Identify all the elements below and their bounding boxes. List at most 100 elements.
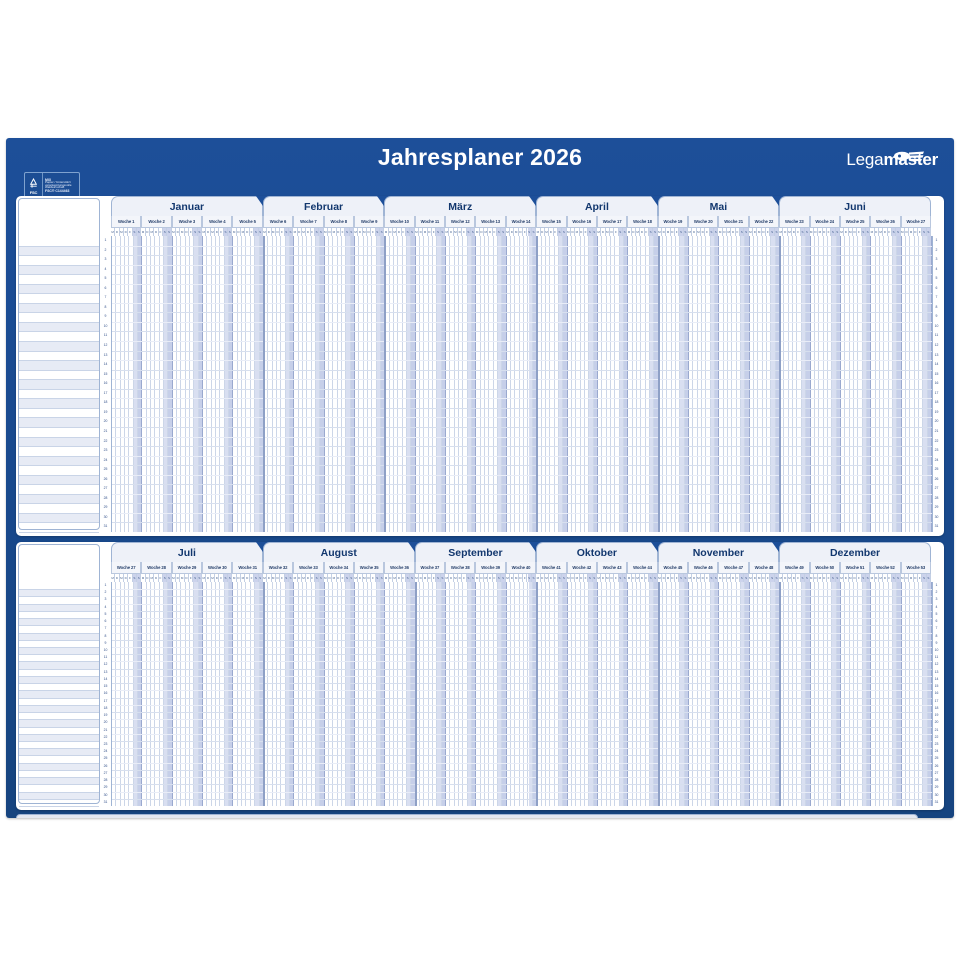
- day-column[interactable]: [164, 582, 169, 806]
- day-column[interactable]: [919, 582, 924, 806]
- day-column[interactable]: [854, 236, 859, 532]
- name-row[interactable]: [19, 705, 99, 714]
- name-row[interactable]: [19, 728, 99, 735]
- day-column[interactable]: [684, 236, 690, 532]
- day-column[interactable]: [207, 236, 212, 532]
- day-column[interactable]: [125, 236, 130, 532]
- day-column[interactable]: [537, 582, 542, 806]
- day-column[interactable]: [784, 582, 789, 806]
- day-column[interactable]: [364, 582, 368, 806]
- day-column[interactable]: [702, 582, 707, 806]
- name-row[interactable]: [19, 303, 99, 314]
- name-row[interactable]: [19, 662, 99, 670]
- day-column[interactable]: [854, 582, 859, 806]
- day-column[interactable]: [212, 236, 217, 532]
- day-column[interactable]: [824, 236, 828, 532]
- name-row[interactable]: [19, 361, 99, 371]
- day-column[interactable]: [524, 236, 529, 532]
- day-column[interactable]: [403, 582, 408, 806]
- day-column[interactable]: [476, 582, 481, 806]
- name-row[interactable]: [19, 800, 99, 807]
- week-header-cell[interactable]: Woche 13: [475, 216, 506, 228]
- day-column[interactable]: [611, 582, 616, 806]
- day-column[interactable]: [116, 236, 121, 532]
- day-column[interactable]: [515, 236, 520, 532]
- day-column[interactable]: [437, 236, 442, 532]
- day-column[interactable]: [277, 582, 282, 806]
- name-row[interactable]: [19, 648, 99, 656]
- day-column[interactable]: [194, 236, 199, 532]
- day-column[interactable]: [320, 236, 325, 532]
- day-column[interactable]: [789, 582, 794, 806]
- day-column[interactable]: [520, 582, 525, 806]
- week-header-cell[interactable]: Woche 15: [536, 216, 567, 228]
- day-column[interactable]: [160, 236, 165, 532]
- week-header-cell[interactable]: Woche 17: [596, 216, 628, 228]
- day-column[interactable]: [724, 236, 729, 532]
- day-column[interactable]: [550, 236, 555, 532]
- month-tab-februar[interactable]: Februar: [262, 196, 385, 216]
- day-column[interactable]: [303, 236, 308, 532]
- day-column[interactable]: [246, 582, 251, 806]
- week-header-cell[interactable]: Woche 27: [111, 562, 142, 574]
- day-column[interactable]: [619, 236, 624, 532]
- day-column[interactable]: [190, 582, 195, 806]
- name-column[interactable]: [18, 198, 100, 533]
- name-row[interactable]: [19, 284, 99, 295]
- day-column[interactable]: [394, 582, 399, 806]
- day-column[interactable]: [359, 582, 364, 806]
- day-column[interactable]: [824, 582, 828, 806]
- day-column[interactable]: [702, 236, 707, 532]
- day-column[interactable]: [224, 236, 230, 532]
- day-column[interactable]: [224, 582, 230, 806]
- day-column[interactable]: [281, 582, 286, 806]
- day-column[interactable]: [563, 236, 568, 532]
- day-column[interactable]: [663, 236, 668, 532]
- day-column[interactable]: [407, 236, 412, 532]
- day-column[interactable]: [680, 582, 685, 806]
- week-header-cell[interactable]: Woche 41: [536, 562, 567, 574]
- day-column[interactable]: [125, 582, 130, 806]
- day-column[interactable]: [173, 236, 178, 532]
- name-row[interactable]: [19, 778, 99, 786]
- day-column[interactable]: [884, 582, 889, 806]
- day-column[interactable]: [737, 582, 742, 806]
- day-column[interactable]: [542, 582, 546, 806]
- day-column[interactable]: [667, 582, 672, 806]
- name-row[interactable]: [19, 275, 99, 285]
- day-column[interactable]: [593, 582, 598, 806]
- day-column[interactable]: [676, 582, 681, 806]
- day-column[interactable]: [732, 582, 737, 806]
- day-column[interactable]: [745, 582, 750, 806]
- day-column[interactable]: [649, 236, 655, 532]
- day-column[interactable]: [858, 582, 863, 806]
- day-column[interactable]: [801, 582, 807, 806]
- day-column[interactable]: [181, 582, 186, 806]
- day-column[interactable]: [811, 236, 815, 532]
- day-column[interactable]: [138, 236, 143, 532]
- week-header-cell[interactable]: Woche 40: [505, 562, 537, 574]
- day-column[interactable]: [463, 582, 468, 806]
- day-column[interactable]: [585, 236, 590, 532]
- name-row[interactable]: [19, 265, 99, 276]
- name-row[interactable]: [19, 756, 99, 764]
- name-row[interactable]: [19, 466, 99, 476]
- day-column[interactable]: [780, 582, 785, 806]
- day-column[interactable]: [368, 236, 373, 532]
- day-column[interactable]: [563, 582, 568, 806]
- day-column[interactable]: [268, 582, 273, 806]
- day-column[interactable]: [706, 582, 711, 806]
- name-row[interactable]: [19, 513, 99, 524]
- day-column[interactable]: [294, 236, 299, 532]
- day-column[interactable]: [329, 582, 334, 806]
- day-column[interactable]: [915, 236, 919, 532]
- name-row[interactable]: [19, 380, 99, 390]
- week-header-cell[interactable]: Woche 11: [414, 216, 446, 228]
- day-column[interactable]: [649, 582, 655, 806]
- day-column[interactable]: [403, 236, 408, 532]
- day-column[interactable]: [798, 236, 802, 532]
- month-tab-august[interactable]: August: [262, 542, 415, 562]
- day-column[interactable]: [845, 236, 850, 532]
- day-column[interactable]: [147, 236, 152, 532]
- day-column[interactable]: [784, 236, 789, 532]
